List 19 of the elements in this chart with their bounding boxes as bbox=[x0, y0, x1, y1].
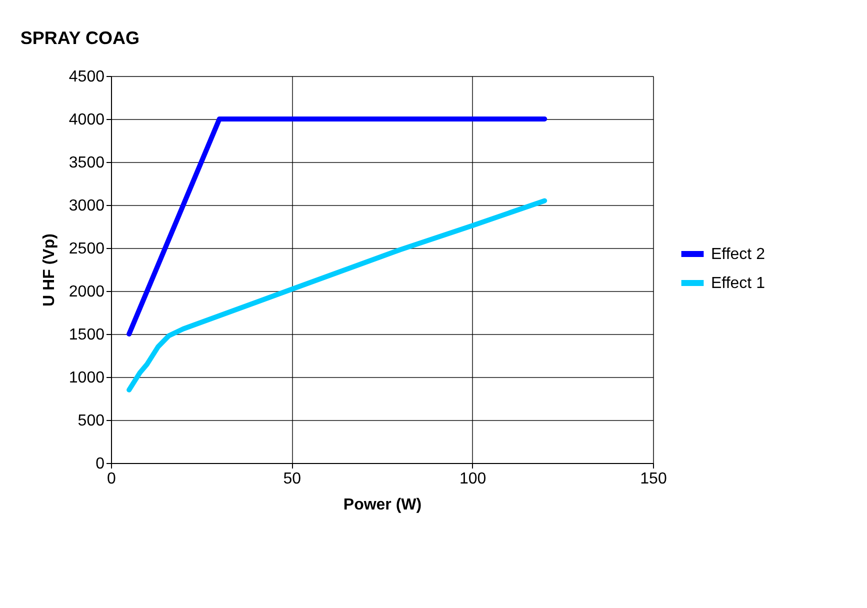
x-tick-label: 100 bbox=[459, 470, 486, 488]
y-axis-title: U HF (Vp) bbox=[40, 234, 58, 306]
y-tick-label: 0 bbox=[96, 456, 105, 472]
x-tick-label: 50 bbox=[283, 470, 302, 488]
y-tick-label: 3000 bbox=[68, 198, 105, 214]
legend-label: Effect 2 bbox=[711, 246, 766, 263]
x-tick-label: 0 bbox=[107, 470, 116, 488]
x-axis-title: Power (W) bbox=[343, 496, 422, 514]
y-tick-label: 4000 bbox=[68, 112, 105, 128]
chart-title: SPRAY COAG bbox=[20, 28, 140, 48]
y-tick-label: 1500 bbox=[68, 326, 105, 344]
y-tick-label: 500 bbox=[78, 412, 105, 430]
y-tick-label: 2000 bbox=[68, 284, 105, 300]
y-tick-label: 2500 bbox=[68, 240, 105, 258]
x-tick-label: 150 bbox=[640, 470, 667, 488]
legend-label: Effect 1 bbox=[711, 275, 766, 292]
y-tick-label: 1000 bbox=[68, 370, 105, 386]
y-tick-label: 3500 bbox=[68, 154, 105, 172]
y-tick-label: 4500 bbox=[68, 68, 105, 86]
